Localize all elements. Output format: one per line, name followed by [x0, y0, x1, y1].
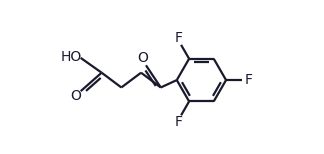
- Text: F: F: [245, 73, 253, 87]
- Text: O: O: [137, 51, 148, 65]
- Text: F: F: [175, 115, 183, 129]
- Text: O: O: [70, 89, 81, 103]
- Text: F: F: [175, 31, 183, 45]
- Text: HO: HO: [61, 50, 82, 64]
